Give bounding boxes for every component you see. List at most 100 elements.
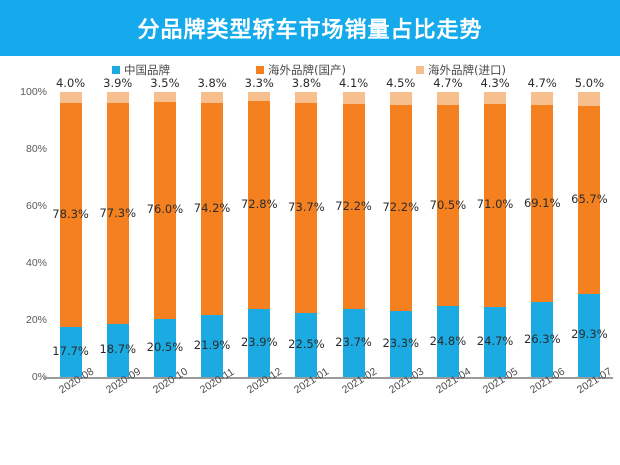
bar-value-label: 20.5%: [146, 339, 184, 354]
bar-value-label: 70.5%: [429, 197, 467, 212]
x-axis-tickmark: [306, 377, 308, 381]
bar-segment-overseas-domestic[interactable]: 65.7%: [571, 106, 608, 294]
bar-value-label: 4.5%: [386, 76, 416, 91]
bar-value-label: 4.7%: [433, 76, 463, 91]
bar-value-label: 72.2%: [382, 199, 420, 214]
bar-value-label: 3.9%: [103, 76, 133, 91]
y-axis-tick-label: 20%: [25, 314, 47, 326]
legend-item-overseas-import[interactable]: 海外品牌(进口): [416, 62, 506, 78]
bar-stack[interactable]: 3.3% 72.8% 23.9%: [241, 76, 278, 377]
bar-value-label: 73.7%: [288, 199, 325, 214]
x-axis-tickmark: [259, 377, 261, 381]
chart-header-banner: 分品牌类型轿车市场销量占比走势: [0, 0, 620, 56]
legend-swatch-icon: [416, 66, 424, 74]
bar-segment-overseas-import[interactable]: 3.9%: [103, 76, 132, 104]
bar-segment-china-brand[interactable]: 24.8%: [430, 306, 466, 377]
bar-segment-china-brand[interactable]: 22.5%: [288, 312, 325, 377]
legend-label: 海外品牌(进口): [428, 63, 506, 77]
bar-segment-china-brand[interactable]: 23.7%: [335, 309, 372, 377]
bar-stack[interactable]: 4.7% 69.1% 26.3%: [524, 76, 561, 377]
bar-value-label: 26.3%: [523, 331, 561, 346]
chart-plot-area: 0% 20% 40% 60% 80% 100% 4.0% 78.3% 17.7% 3.9% 77.…: [0, 76, 620, 465]
bar-segment-overseas-import[interactable]: 3.5%: [150, 76, 180, 102]
bar-segment-overseas-domestic[interactable]: 69.1%: [524, 105, 561, 303]
bar-stack[interactable]: 3.8% 73.7% 22.5%: [288, 76, 325, 377]
bar-value-label: 72.8%: [240, 197, 278, 212]
x-axis: 2020-08 2020-09 2020-10 2020-11 2020-12 2021-…: [47, 366, 615, 452]
y-axis-tick-label: 100%: [20, 86, 47, 98]
bar-stack[interactable]: 4.1% 72.2% 23.7%: [335, 76, 372, 377]
bar-stack[interactable]: 4.0% 78.3% 17.7%: [52, 76, 89, 377]
bar-segment-china-brand[interactable]: 18.7%: [99, 323, 136, 377]
x-axis-tickmark: [70, 377, 72, 381]
bar-segment-china-brand[interactable]: 21.9%: [194, 314, 230, 377]
bar-segment-china-brand[interactable]: 26.3%: [524, 302, 561, 377]
bar-value-label: 77.3%: [99, 205, 137, 220]
bar-segment-overseas-import[interactable]: 4.7%: [528, 76, 557, 106]
y-axis-tick-label: 80%: [25, 143, 47, 155]
bar-segment-overseas-import[interactable]: 4.3%: [480, 76, 510, 105]
bar-segment-overseas-import[interactable]: 4.5%: [386, 76, 415, 105]
axis-baseline: [43, 377, 613, 379]
bar-segment-china-brand[interactable]: 29.3%: [571, 293, 608, 377]
bar-value-label: 78.3%: [52, 206, 89, 221]
x-axis-tickmark: [212, 377, 214, 381]
bar-segment-overseas-domestic[interactable]: 76.0%: [147, 101, 183, 319]
bar-segment-overseas-import[interactable]: 3.8%: [292, 76, 321, 103]
bar-segment-overseas-import[interactable]: 4.1%: [339, 76, 368, 104]
bar-segment-overseas-domestic[interactable]: 72.2%: [335, 103, 372, 310]
bar-value-label: 3.5%: [150, 76, 180, 91]
bar-value-label: 74.2%: [193, 200, 231, 215]
bar-segment-overseas-domestic[interactable]: 71.0%: [477, 104, 513, 307]
bar-stack[interactable]: 3.5% 76.0% 20.5%: [147, 76, 183, 377]
bar-stack[interactable]: 4.7% 70.5% 24.8%: [430, 76, 466, 377]
legend-item-china-brand[interactable]: 中国品牌: [112, 62, 170, 78]
bar-value-label: 72.2%: [335, 198, 372, 213]
x-axis-tickmark: [589, 377, 591, 381]
y-axis-tick-label: 60%: [25, 200, 47, 212]
bar-segment-overseas-domestic[interactable]: 73.7%: [288, 102, 325, 313]
bar-segment-china-brand[interactable]: 20.5%: [147, 318, 183, 377]
bar-segment-overseas-import[interactable]: 5.0%: [575, 76, 604, 107]
bar-segment-china-brand[interactable]: 24.7%: [477, 306, 513, 377]
x-axis-tickmark: [447, 377, 449, 381]
bar-segment-overseas-domestic[interactable]: 70.5%: [430, 105, 466, 307]
bar-segment-china-brand[interactable]: 17.7%: [52, 326, 89, 377]
bar-value-label: 69.1%: [523, 195, 561, 210]
bar-value-label: 23.3%: [382, 335, 420, 350]
y-axis-tick-label: 0%: [31, 371, 47, 383]
bar-segment-overseas-import[interactable]: 4.7%: [433, 76, 463, 106]
x-axis-tickmark: [353, 377, 355, 381]
bar-segment-china-brand[interactable]: 23.9%: [241, 308, 278, 377]
bar-segment-overseas-domestic[interactable]: 77.3%: [99, 103, 136, 324]
bar-value-label: 4.0%: [55, 76, 86, 91]
bar-segment-overseas-domestic[interactable]: 72.2%: [382, 104, 419, 311]
bar-segment-china-brand[interactable]: 23.3%: [382, 310, 419, 377]
bar-stack[interactable]: 3.8% 74.2% 21.9%: [194, 76, 230, 377]
bar-stack[interactable]: 4.3% 71.0% 24.7%: [477, 76, 513, 377]
x-axis-tickmark: [117, 377, 119, 381]
bar-segment-overseas-import[interactable]: 4.0%: [56, 76, 85, 104]
bar-value-label: 76.0%: [146, 202, 184, 217]
bar-value-label: 3.8%: [291, 76, 322, 91]
legend-label: 中国品牌: [124, 63, 170, 77]
bar-value-label: 3.8%: [197, 76, 227, 91]
bar-stack[interactable]: 5.0% 65.7% 29.3%: [571, 76, 608, 377]
bar-segment-overseas-import[interactable]: 3.8%: [197, 76, 227, 104]
bar-value-label: 4.1%: [338, 76, 369, 91]
bar-value-label: 18.7%: [99, 342, 137, 357]
bar-value-label: 4.7%: [527, 75, 557, 90]
legend-swatch-icon: [112, 66, 120, 74]
legend-item-overseas-domestic[interactable]: 海外品牌(国产): [256, 62, 346, 78]
bar-stack[interactable]: 4.5% 72.2% 23.3%: [382, 76, 419, 377]
bar-segment-overseas-domestic[interactable]: 72.8%: [241, 101, 278, 309]
bar-segment-overseas-import[interactable]: 3.3%: [245, 76, 274, 102]
chart-legend: 中国品牌 海外品牌(国产) 海外品牌(进口): [0, 62, 620, 84]
bar-value-label: 4.3%: [480, 76, 510, 91]
bar-segment-overseas-domestic[interactable]: 78.3%: [52, 103, 89, 327]
y-axis: 0% 20% 40% 60% 80% 100%: [0, 86, 47, 383]
bar-value-label: 71.0%: [476, 197, 514, 212]
bar-segment-overseas-domestic[interactable]: 74.2%: [194, 103, 230, 315]
bar-stack[interactable]: 3.9% 77.3% 18.7%: [99, 76, 136, 377]
